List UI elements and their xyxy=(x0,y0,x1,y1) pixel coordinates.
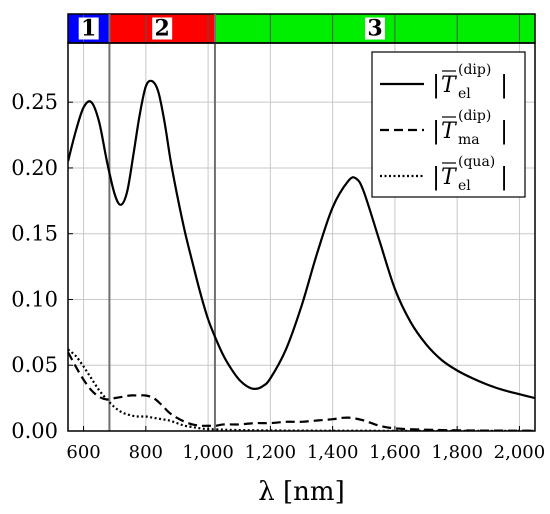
y-tick-label: 0.20 xyxy=(11,156,58,180)
x-tick-label: 2,000 xyxy=(494,442,546,463)
series-line-el-dip xyxy=(68,79,535,400)
region-label: 1 xyxy=(81,16,96,42)
legend-base: T xyxy=(441,119,458,144)
region-label-box xyxy=(364,17,385,40)
x-tick-label: 600 xyxy=(66,442,100,463)
legend-abs-close: | xyxy=(500,71,508,100)
x-tick-label: 1,800 xyxy=(431,442,483,463)
legend-entry-ma-dip: | T(dip)ma | xyxy=(432,108,508,148)
legend-abs-close: | xyxy=(500,163,508,192)
legend-base: T xyxy=(441,73,458,98)
legend-box xyxy=(371,51,526,198)
y-tick-label: 0.05 xyxy=(11,353,58,377)
x-tick-label: 1,000 xyxy=(182,442,234,463)
region-label-box xyxy=(152,17,173,40)
x-tick-label: 800 xyxy=(129,442,163,463)
x-tick-label: 1,400 xyxy=(307,442,359,463)
y-tick-label: 0.15 xyxy=(11,222,58,246)
x-tick-label: 1,600 xyxy=(369,442,421,463)
y-tick-label: 0.00 xyxy=(11,419,58,443)
series-line-ma-dip xyxy=(68,351,535,431)
legend-entry-el-qua: | T(qua)el | xyxy=(432,154,508,194)
legend-sup: (dip) xyxy=(458,108,491,124)
legend-sub: el xyxy=(458,178,471,194)
legend-sub: el xyxy=(458,86,471,102)
legend-abs-open: | xyxy=(432,163,440,192)
legend-entry-el-dip: | T(dip)el | xyxy=(432,62,508,102)
legend-abs-open: | xyxy=(432,71,440,100)
plot-frame xyxy=(67,42,536,432)
legend-abs-close: | xyxy=(500,117,508,146)
legend-sup: (qua) xyxy=(458,154,495,170)
legend-abs-open: | xyxy=(432,117,440,146)
legend-sup: (dip) xyxy=(458,62,491,78)
region-label-box xyxy=(78,17,99,40)
legend-sub: ma xyxy=(458,132,480,148)
x-tick-label: 1,200 xyxy=(245,442,297,463)
region-label: 2 xyxy=(155,16,170,42)
y-tick-label: 0.10 xyxy=(11,287,58,311)
legend-base: T xyxy=(441,165,458,190)
region-label: 3 xyxy=(367,16,382,42)
x-axis-title: λ [nm] xyxy=(258,477,344,507)
y-tick-label: 0.25 xyxy=(11,90,58,114)
